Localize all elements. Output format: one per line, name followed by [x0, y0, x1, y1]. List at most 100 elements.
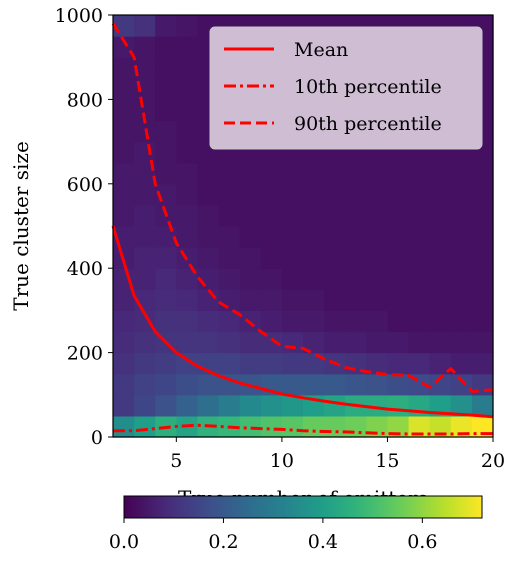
heatmap-cell	[345, 183, 367, 206]
curve-mean	[111, 225, 494, 419]
heatmap-cell	[176, 36, 199, 58]
heatmap-cell	[281, 268, 304, 290]
heatmap-cell	[324, 289, 346, 311]
heatmap-cell	[218, 268, 241, 290]
heatmap-cell	[387, 415, 410, 438]
heatmap-cell	[408, 415, 431, 438]
colorbar-tick-label: 0.6	[407, 531, 437, 553]
heatmap-cell	[429, 415, 452, 438]
heatmap-cell	[113, 310, 135, 333]
heatmap-cell	[134, 204, 156, 227]
heatmap-cell	[387, 183, 410, 206]
heatmap-cell	[218, 226, 241, 248]
colorbar	[123, 495, 483, 519]
legend-box	[209, 26, 483, 150]
heatmap-cell	[429, 289, 452, 311]
heatmap-cell	[345, 268, 367, 290]
heatmap-cell	[134, 394, 156, 417]
heatmap-cell	[176, 352, 199, 375]
heatmap-cell	[197, 247, 220, 269]
heatmap-cell	[113, 141, 135, 164]
heatmap-cell	[176, 162, 199, 185]
heatmap-cell	[303, 289, 325, 311]
heatmap-cell	[155, 268, 177, 290]
heatmap-cell	[218, 394, 241, 417]
legend: Mean 10th percentile 90th percentile	[209, 26, 483, 150]
heatmap-cell	[345, 162, 367, 185]
heatmap-cell	[155, 289, 177, 311]
heatmap-cell	[429, 373, 452, 396]
heatmap-cell	[134, 373, 156, 396]
heatmap-cell	[155, 78, 177, 100]
heatmap-cell	[324, 162, 346, 185]
heatmap-cell	[113, 120, 135, 143]
heatmap-cell	[176, 78, 199, 100]
heatmap-cell	[471, 289, 494, 311]
heatmap-cell	[155, 141, 177, 164]
heatmap-cell	[218, 204, 241, 227]
heatmap-cell	[345, 226, 367, 248]
heatmap-cell	[281, 415, 304, 438]
heatmap-cell	[324, 415, 346, 438]
heatmap-cell	[176, 141, 199, 164]
heatmap-cell	[324, 226, 346, 248]
heatmap-cell	[134, 226, 156, 248]
heatmap-cell	[345, 247, 367, 269]
heatmap-cell	[366, 373, 389, 396]
heatmap-cell	[239, 268, 262, 290]
heatmap-cell	[429, 331, 452, 354]
heatmap-cell	[260, 204, 283, 227]
legend-label: 10th percentile	[294, 76, 442, 98]
heatmap-cell	[197, 373, 220, 396]
heatmap-cell	[303, 310, 325, 333]
curve-90th-percentile	[111, 22, 494, 393]
heatmap-cell	[113, 352, 135, 375]
heatmap-cell	[155, 57, 177, 79]
curve-10th-percentile	[113, 423, 493, 436]
heatmap-cell	[366, 352, 389, 375]
heatmap-cell	[134, 57, 156, 79]
legend-label: 90th percentile	[294, 113, 442, 135]
heatmap-cell	[408, 310, 431, 333]
heatmap-cell	[239, 289, 262, 311]
heatmap-cell	[113, 99, 135, 122]
heatmap-cell	[155, 36, 177, 58]
heatmap-cell	[324, 373, 346, 396]
heatmap-cell	[113, 78, 135, 100]
heatmap-cell	[281, 373, 304, 396]
heatmap-cell	[387, 394, 410, 417]
heatmap-cell	[387, 162, 410, 185]
heatmap-cell	[471, 394, 494, 417]
heatmap-cell	[429, 183, 452, 206]
heatmap-cell	[239, 226, 262, 248]
heatmap-cell	[134, 162, 156, 185]
heatmap-cell	[408, 289, 431, 311]
heatmap-cell	[303, 373, 325, 396]
heatmap-cell	[429, 247, 452, 269]
heatmap-cell	[450, 415, 473, 438]
heatmap-cell	[197, 162, 220, 185]
heatmap-cell	[260, 352, 283, 375]
heatmap-cell	[281, 247, 304, 269]
heatmap-cell	[239, 394, 262, 417]
heatmap-cell	[408, 183, 431, 206]
heatmap-cell	[387, 226, 410, 248]
heatmap-cell	[281, 352, 304, 375]
heatmap-cell	[324, 268, 346, 290]
heatmap-cell	[303, 352, 325, 375]
heatmap-cell	[197, 394, 220, 417]
heatmap-cell	[113, 204, 135, 227]
heatmap-cell	[324, 183, 346, 206]
legend-label: Mean	[294, 39, 348, 61]
heatmap-cell	[366, 310, 389, 333]
heatmap-cell	[176, 331, 199, 354]
y-tick-label: 0	[91, 427, 103, 449]
x-tick-label: 5	[170, 450, 182, 472]
heatmap-cell	[218, 289, 241, 311]
heatmap-cell	[366, 247, 389, 269]
heatmap-cell	[366, 268, 389, 290]
heatmap-cell	[450, 247, 473, 269]
heatmap-cell	[471, 162, 494, 185]
heatmap-cell	[366, 183, 389, 206]
heatmap-cell	[134, 247, 156, 269]
